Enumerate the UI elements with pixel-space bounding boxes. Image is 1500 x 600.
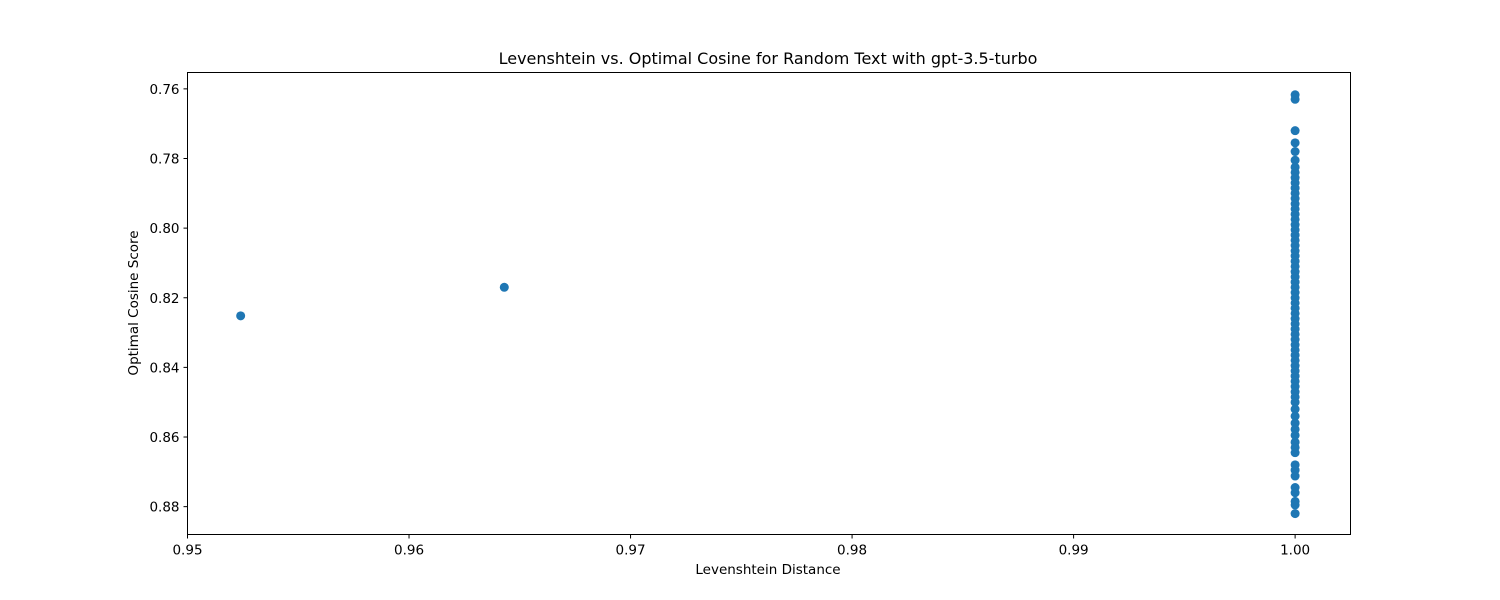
y-tick-label: 0.78 bbox=[149, 151, 179, 167]
y-tick-label: 0.86 bbox=[149, 430, 179, 446]
data-point bbox=[236, 311, 246, 321]
x-tick-label: 0.96 bbox=[394, 543, 424, 559]
data-point bbox=[1290, 500, 1300, 510]
data-point bbox=[1290, 448, 1300, 458]
data-point bbox=[1290, 471, 1300, 481]
y-axis-label: Optimal Cosine Score bbox=[126, 230, 142, 375]
y-tick-label: 0.80 bbox=[149, 221, 179, 237]
x-tick-label: 0.97 bbox=[616, 543, 646, 559]
x-tick-label: 1.00 bbox=[1280, 543, 1310, 559]
data-point bbox=[1290, 138, 1300, 148]
data-point bbox=[1290, 147, 1300, 157]
data-points bbox=[236, 90, 1300, 519]
y-tick-label: 0.76 bbox=[149, 82, 179, 98]
y-tick-label: 0.82 bbox=[149, 291, 179, 307]
data-point bbox=[1290, 126, 1300, 136]
data-point bbox=[1290, 397, 1300, 407]
data-point bbox=[499, 282, 509, 292]
x-axis-ticks: 0.95 0.96 0.97 0.98 0.99 1.00 bbox=[172, 534, 1310, 559]
x-tick-label: 0.98 bbox=[837, 543, 867, 559]
data-point bbox=[1290, 509, 1300, 519]
y-axis-ticks: 0.76 0.78 0.80 0.82 0.84 0.86 0.88 bbox=[149, 82, 188, 516]
x-axis-label: Levenshtein Distance bbox=[695, 562, 840, 578]
data-point bbox=[1290, 94, 1300, 104]
data-point bbox=[1290, 430, 1300, 440]
x-tick-label: 0.99 bbox=[1059, 543, 1089, 559]
data-point bbox=[1290, 155, 1300, 165]
y-tick-label: 0.84 bbox=[149, 360, 179, 376]
chart-title: Levenshtein vs. Optimal Cosine for Rando… bbox=[499, 49, 1038, 68]
y-tick-label: 0.88 bbox=[149, 500, 179, 516]
data-point bbox=[1290, 418, 1300, 428]
plot-frame bbox=[187, 72, 1351, 535]
data-point bbox=[1290, 411, 1300, 421]
data-point bbox=[1290, 488, 1300, 498]
data-point bbox=[1290, 404, 1300, 414]
x-tick-label: 0.95 bbox=[172, 543, 202, 559]
